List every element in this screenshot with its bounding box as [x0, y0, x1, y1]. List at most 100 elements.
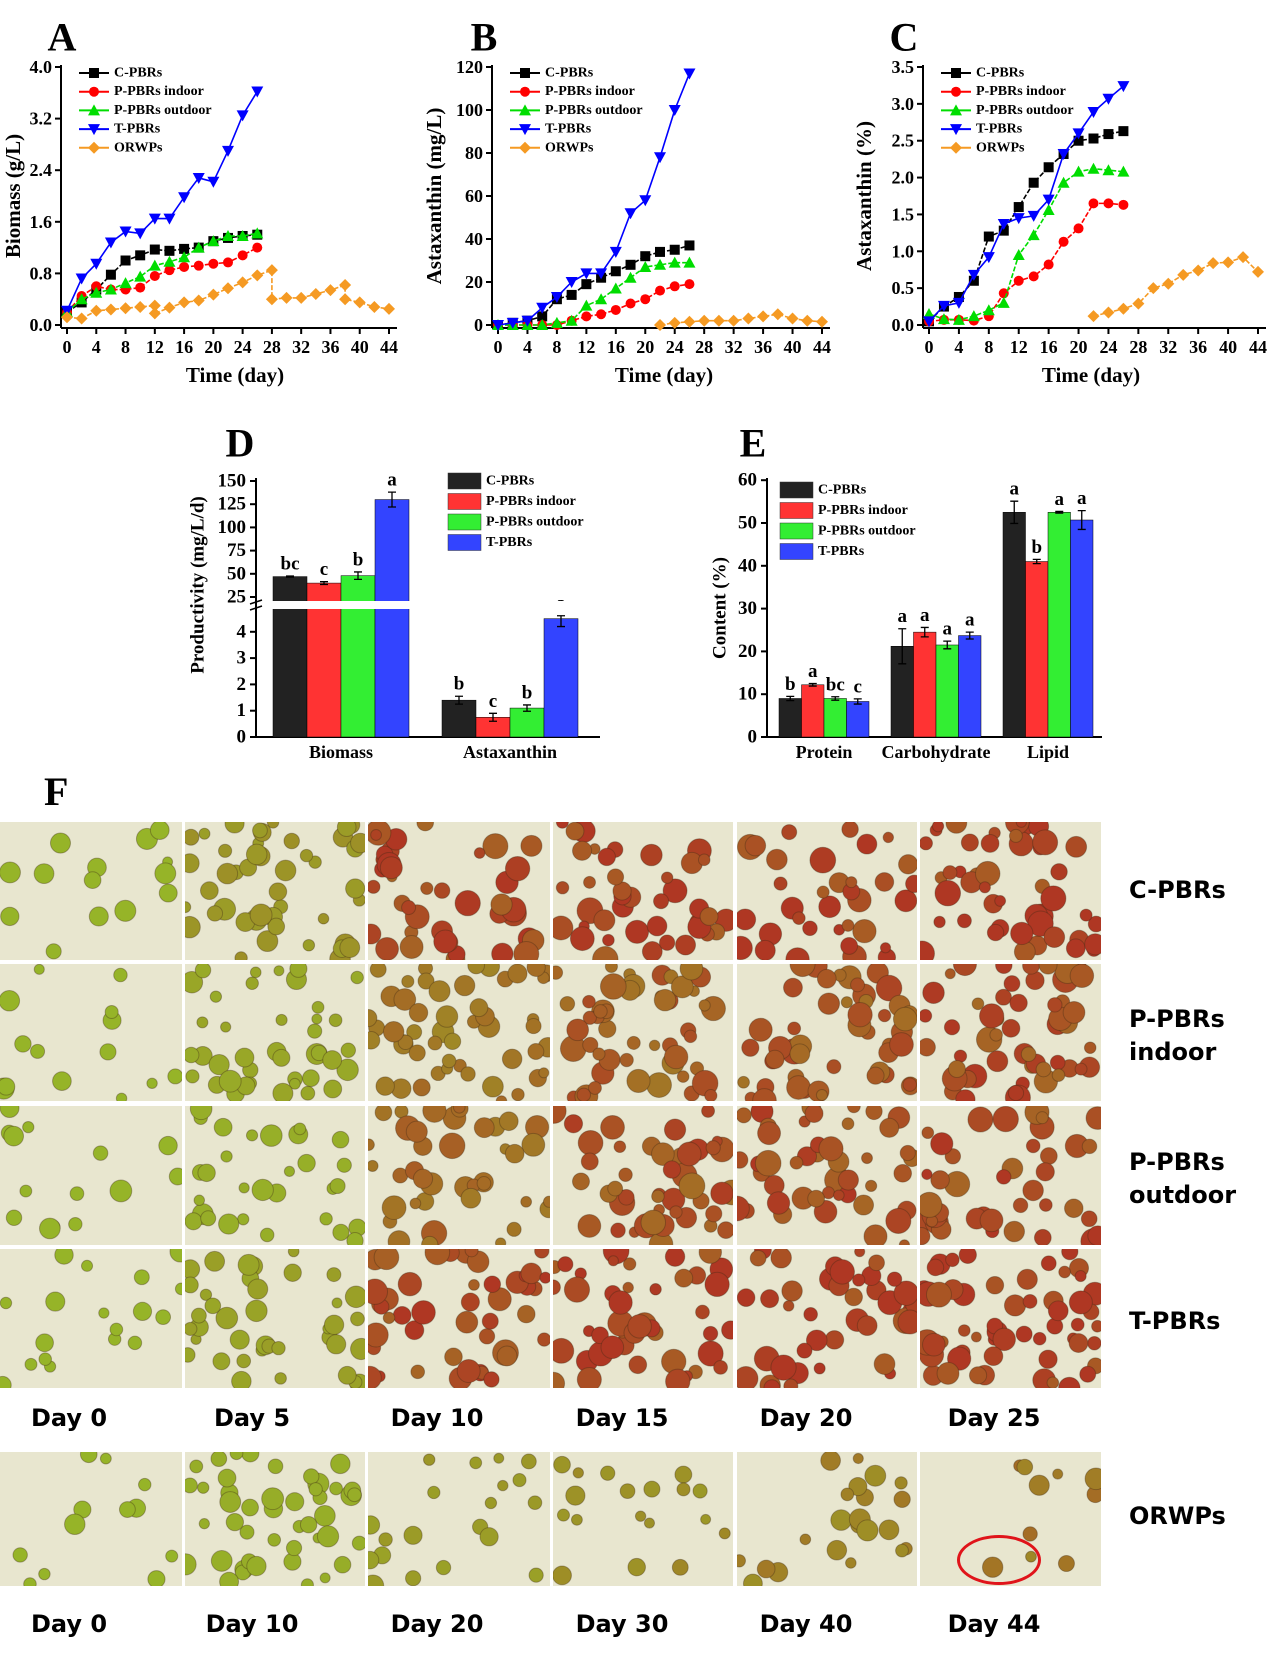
micrograph-c-pbrs-0	[0, 822, 182, 960]
y-tick-label: 0.8	[30, 263, 53, 283]
marker-diamond	[683, 315, 696, 328]
y-axis-title: Productivity (mg/L/d)	[188, 496, 209, 674]
bar	[441, 699, 477, 738]
marker-triangle-down	[1087, 106, 1100, 118]
marker-triangle-up	[90, 286, 103, 298]
row-label-orwps: ORWPs	[1129, 1502, 1226, 1530]
significance-letter: a	[943, 619, 953, 640]
marker-triangle-up	[937, 313, 950, 325]
chart-c: C 0 4 8 12 16 20 24 28 32 36 40 44 0.0 0.5 1.0 1.5 2.0 2.5…	[852, 15, 1267, 388]
marker-diamond	[771, 308, 784, 321]
y-tick-label: 4.0	[30, 57, 53, 77]
significance-letter: a	[1010, 479, 1020, 500]
marker-triangle-up	[163, 255, 176, 267]
marker-circle	[135, 282, 146, 293]
x-tick-label: 8	[552, 337, 561, 357]
micrograph-p-pbrs-indoor-5	[920, 964, 1101, 1101]
legend-label: T-PBRs	[818, 544, 865, 559]
legend: C-PBRs P-PBRs indoor P-PBRs outdoor T-PBRs	[779, 481, 916, 560]
marker-triangle-up	[1012, 248, 1025, 260]
error-bar	[320, 581, 328, 586]
significance-letter: c	[854, 676, 862, 697]
series-c-pbrs	[924, 126, 1129, 327]
panel-label: B	[471, 15, 498, 60]
marker-diamond	[712, 314, 725, 327]
micrograph-t-pbrs-4	[737, 1249, 917, 1388]
marker-square	[566, 289, 577, 300]
error-bar	[1055, 510, 1064, 514]
x-tick-label: 16	[607, 337, 625, 357]
marker-diamond	[353, 296, 366, 309]
legend-label: P-PBRs outdoor	[486, 515, 584, 530]
y-tick-label: 10	[738, 684, 757, 705]
error-bar	[286, 575, 294, 578]
marker-circle	[237, 250, 248, 261]
error-bar	[455, 695, 463, 705]
micrograph-p-pbrs-indoor-3	[553, 964, 733, 1101]
significance-letter: c	[489, 691, 497, 712]
marker-square	[520, 68, 530, 78]
micrograph-p-pbrs-indoor-1	[185, 964, 365, 1101]
marker-square	[1073, 135, 1084, 146]
significance-letter: a	[965, 610, 975, 631]
x-tick-label: 32	[725, 337, 743, 357]
x-tick-label: 40	[351, 337, 369, 357]
marker-diamond	[1207, 257, 1220, 270]
marker-diamond	[1132, 297, 1145, 310]
error-bar	[965, 631, 974, 640]
marker-triangle-down	[923, 316, 935, 328]
marker-triangle-down	[1102, 93, 1115, 105]
y-tick-label: 75	[227, 540, 246, 561]
chart-b: B0 4 8 12 16 20 24 28 32 36 40 44020406080100120Tim…	[422, 15, 831, 388]
series-line	[497, 244, 690, 326]
marker-square	[1028, 177, 1039, 188]
marker-square	[1043, 162, 1054, 173]
legend-label: P-PBRs outdoor	[976, 103, 1074, 118]
bar	[846, 701, 870, 738]
micrograph-p-pbrs-indoor-0	[0, 964, 182, 1101]
x-tick-label: 0	[925, 337, 934, 357]
x-tick-label: 12	[146, 337, 164, 357]
marker-triangle-down	[536, 302, 549, 314]
marker-circle	[1028, 271, 1039, 282]
bar	[935, 644, 959, 738]
micrograph-t-pbrs-0	[0, 1249, 182, 1388]
x-tick-label: 24	[1099, 337, 1117, 357]
marker-diamond	[368, 300, 381, 313]
marker-diamond	[90, 304, 103, 317]
significance-letter: b	[454, 674, 465, 695]
marker-square	[1103, 129, 1114, 140]
legend-swatch	[447, 513, 482, 531]
legend-label: P-PBRs indoor	[486, 494, 576, 509]
marker-triangle-up	[519, 104, 531, 116]
bar	[543, 618, 579, 738]
marker-diamond	[163, 301, 176, 314]
x-axis-title: Time (day)	[1042, 363, 1140, 387]
row-label-t-pbrs: T-PBRs	[1129, 1307, 1221, 1335]
x-tick-label: 44	[380, 337, 398, 357]
error-bar	[354, 571, 362, 581]
marker-triangle-up	[967, 310, 980, 322]
x-tick-label: 20	[204, 337, 222, 357]
marker-circle	[149, 270, 160, 281]
marker-triangle-down	[88, 124, 100, 136]
x-tick-label: 8	[984, 337, 993, 357]
marker-diamond	[757, 310, 770, 323]
y-tick-label: 0	[474, 315, 483, 335]
error-bar	[1010, 500, 1019, 525]
marker-square	[164, 245, 175, 256]
marker-triangle-down	[119, 226, 132, 238]
series-orwps	[1087, 251, 1264, 323]
marker-circle	[520, 86, 530, 97]
marker-circle	[1013, 275, 1024, 286]
marker-diamond	[950, 141, 962, 154]
marker-triangle-down	[967, 269, 980, 281]
marker-square	[1013, 202, 1024, 213]
marker-diamond	[801, 314, 814, 327]
y-tick-label: 20	[465, 272, 483, 292]
marker-diamond	[519, 141, 531, 154]
marker-diamond	[727, 314, 740, 327]
marker-diamond	[309, 288, 322, 301]
x-tick-label: 36	[1189, 337, 1207, 357]
y-axis-title: Astaxanthin (%)	[852, 121, 876, 271]
